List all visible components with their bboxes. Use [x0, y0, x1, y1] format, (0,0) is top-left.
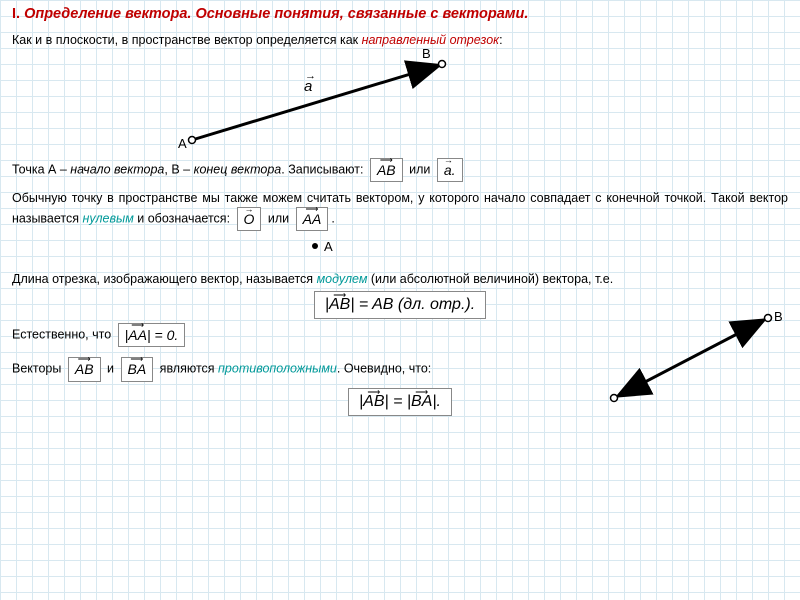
- notation-a-box: →a.: [437, 158, 463, 182]
- p5-t1: Естественно, что: [12, 328, 111, 342]
- p1-t1: Как и в плоскости, в пространстве вектор…: [12, 33, 362, 47]
- formula-ab-length: |⟶AB| = AB (дл. отр.).: [314, 291, 486, 319]
- section-title: I.Определение вектора. Основные понятия,…: [12, 6, 788, 22]
- formula-ab-ba-box: |⟶AB| = |⟶BA|.: [348, 388, 452, 416]
- p4-modulus: модулем: [317, 272, 368, 286]
- paragraph-definition: Как и в плоскости, в пространстве вектор…: [12, 32, 788, 48]
- title-roman: I.: [12, 6, 20, 22]
- notation-o-box: →O: [237, 207, 262, 231]
- point-b-label: B: [422, 46, 431, 61]
- p2-t3: , В –: [164, 163, 193, 177]
- point-a-dot: [312, 243, 318, 249]
- formula-aa-zero-box: |⟶AA| = 0.: [118, 323, 186, 347]
- notation-ba-box: ⟶BA: [121, 357, 154, 381]
- p2-end: конец вектора: [194, 163, 282, 177]
- notation-aa-box: ⟶AA: [296, 207, 329, 231]
- p3-t3: и обозначается:: [134, 211, 230, 225]
- paragraph-zero-vector: Обычную точку в пространстве мы также мо…: [12, 190, 788, 230]
- p4-t3: (или абсолютной величиной) вектора, т.е.: [367, 272, 613, 286]
- paragraph-modulus: Длина отрезка, изображающего вектор, наз…: [12, 271, 788, 287]
- vector-a-label: → a: [304, 78, 312, 95]
- opp-a-label: A: [622, 383, 631, 398]
- point-a-solo-label: A: [324, 239, 333, 254]
- p6-t1: Векторы: [12, 362, 61, 376]
- opp-b-label: B: [774, 309, 783, 324]
- paragraph-opposite: Векторы ⟶AB и ⟶BA являются противоположн…: [12, 357, 572, 381]
- paragraph-notation: Точка А – начало вектора, В – конец вект…: [12, 158, 788, 182]
- notation-ab2-box: ⟶AB: [68, 357, 101, 381]
- p3-or: или: [268, 211, 289, 225]
- vector-diagram-ab: A B → a: [12, 52, 788, 152]
- zero-vector-point: A: [12, 235, 788, 265]
- p6-opposite: противоположными: [218, 362, 337, 376]
- p6-and: и: [107, 362, 114, 376]
- page-content: I.Определение вектора. Основные понятия,…: [0, 0, 800, 422]
- notation-ab-box: ⟶AB: [370, 158, 403, 182]
- p4-t1: Длина отрезка, изображающего вектор, наз…: [12, 272, 317, 286]
- p2-or: или: [409, 163, 430, 177]
- title-text: Определение вектора. Основные понятия, с…: [24, 6, 528, 22]
- p6-obvious: . Очевидно, что:: [337, 362, 431, 376]
- p2-t1: Точка А –: [12, 163, 70, 177]
- point-a-label: A: [178, 136, 187, 151]
- p3-zero: нулевым: [83, 211, 134, 225]
- vector-ab-svg: [12, 52, 800, 152]
- p2-start: начало вектора: [70, 163, 164, 177]
- row-natural-opposite: Естественно, что |⟶AA| = 0. Векторы ⟶AB …: [12, 323, 788, 381]
- p2-t5: . Записывают:: [281, 163, 363, 177]
- p1-t3: :: [499, 33, 502, 47]
- opposite-vectors-diagram: A B: [592, 303, 792, 413]
- p6-are: являются: [160, 362, 218, 376]
- p1-t2-directed-segment: направленный отрезок: [362, 33, 499, 47]
